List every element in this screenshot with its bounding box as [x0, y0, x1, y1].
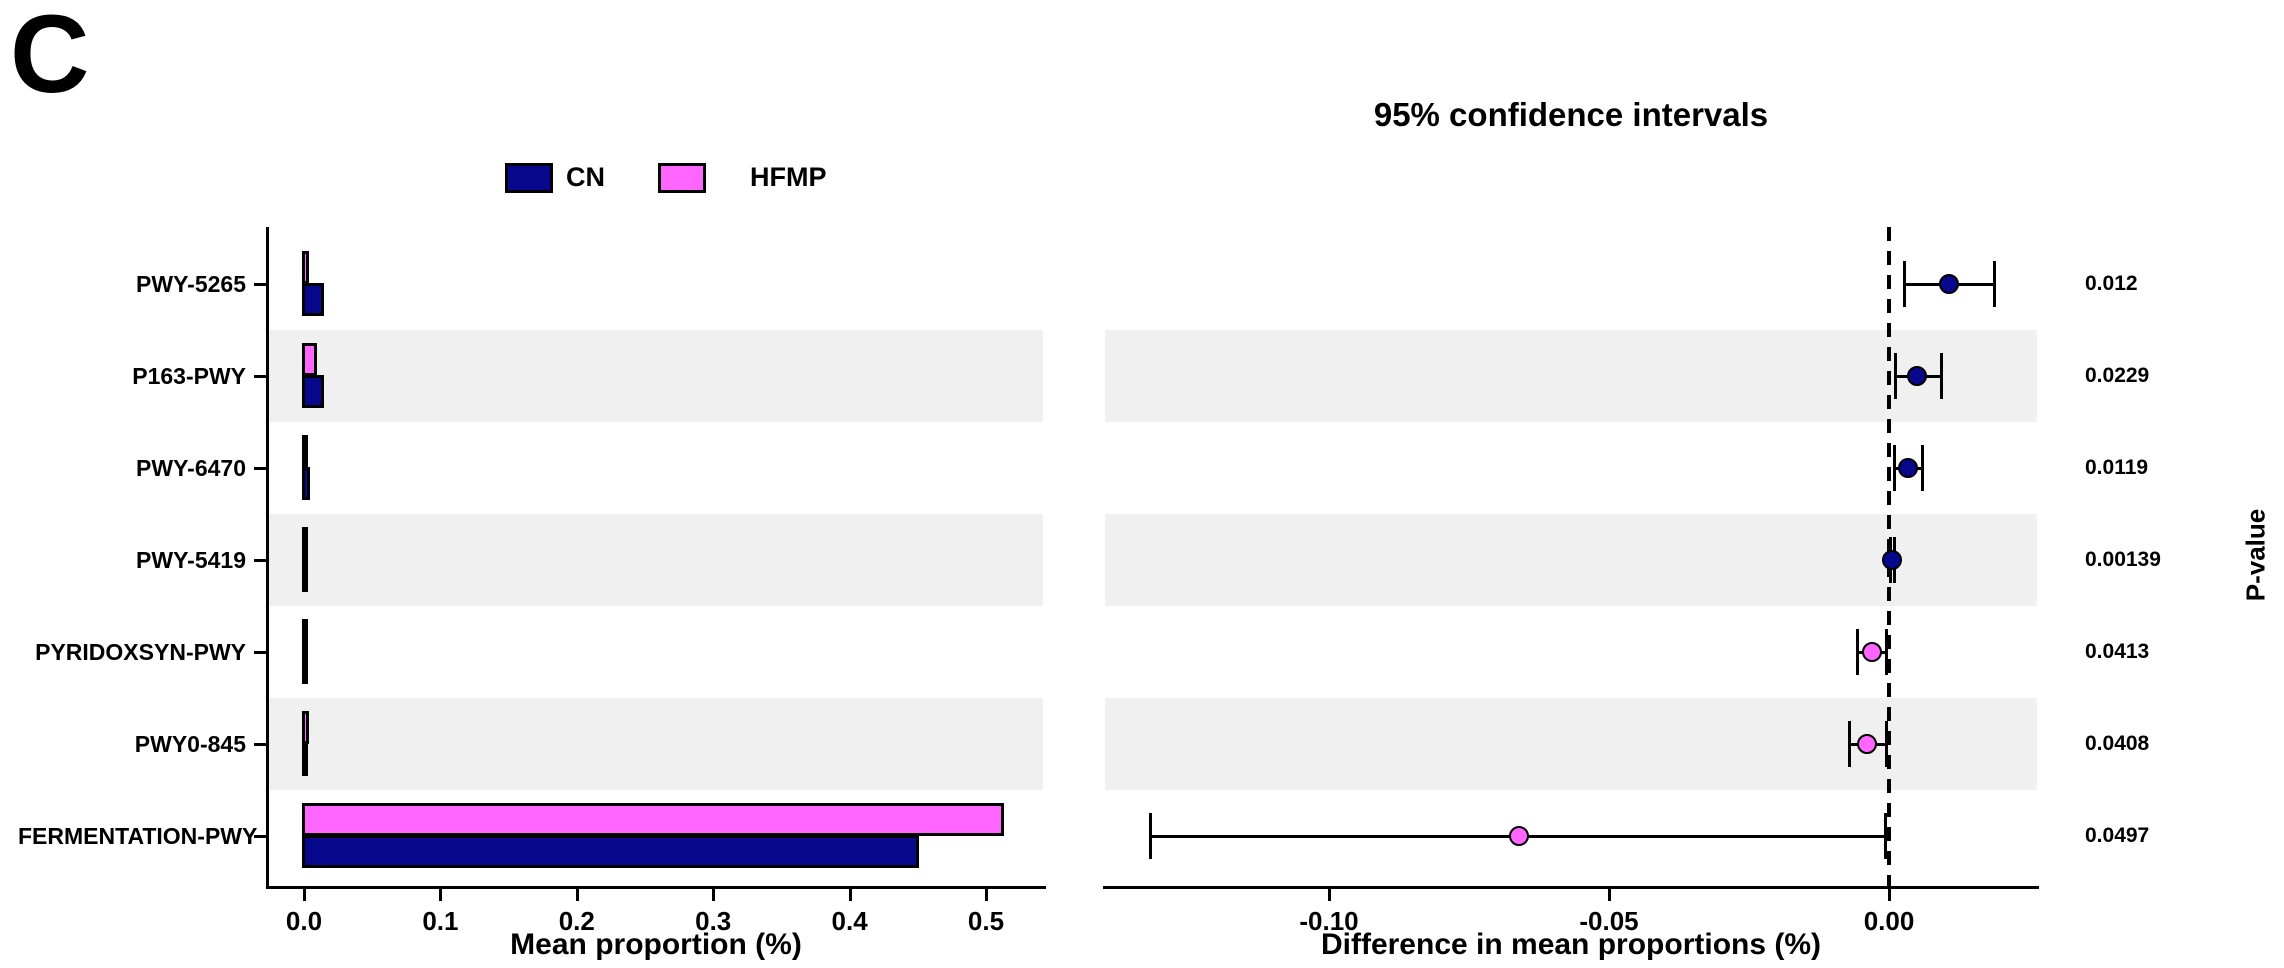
legend-label-cn: CN	[566, 162, 605, 192]
ci-cap-left	[1148, 813, 1152, 859]
p-value: 0.0229	[2085, 364, 2150, 387]
x-tick	[712, 886, 716, 901]
bar-cn	[302, 283, 324, 316]
row-band-right	[1105, 330, 2037, 422]
x-tick	[303, 886, 306, 901]
y-tick	[254, 559, 269, 562]
y-tick	[254, 375, 269, 378]
bar-cn	[302, 743, 308, 776]
bar-cn	[302, 559, 308, 592]
bar-hfmp	[302, 527, 308, 560]
ci-cap-right	[1885, 629, 1889, 675]
x-tick	[985, 886, 988, 901]
bar-hfmp	[302, 343, 317, 376]
category-label: PWY-6470	[136, 455, 246, 481]
x-tick-label: 0.1	[422, 906, 459, 936]
right-panel-title: 95% confidence intervals	[1373, 96, 1769, 133]
p-value-axis-title: P-value	[2240, 508, 2271, 602]
x-tick	[439, 886, 443, 901]
panel-label: C	[10, 0, 90, 116]
y-tick	[254, 467, 269, 470]
bar-hfmp	[302, 435, 308, 468]
category-label: PWY-5265	[136, 271, 246, 297]
legend-swatch-cn	[505, 163, 553, 193]
ci-cap-left	[1893, 445, 1897, 491]
ci-dot-hfmp	[1509, 826, 1530, 846]
ci-cap-left	[1848, 721, 1852, 767]
p-value: 0.0497	[2085, 824, 2150, 847]
x-tick-label: 0.5	[967, 906, 1005, 936]
category-label: P163-PWY	[132, 363, 246, 389]
p-value: 0.00139	[2085, 548, 2161, 571]
x-tick-label: -0.05	[1579, 906, 1639, 936]
ci-cap-right	[1940, 353, 1944, 399]
row-band-left	[269, 514, 1043, 606]
ci-dot-cn	[1898, 458, 1919, 478]
category-label: PWY0-845	[134, 731, 246, 757]
x-tick-label: 0.4	[831, 906, 868, 936]
ci-cap-right	[1884, 813, 1888, 859]
category-label: PWY-5419	[136, 547, 246, 573]
bar-cn	[302, 835, 919, 868]
right-x-axis-line	[1103, 886, 2039, 889]
x-tick-label: -0.10	[1299, 906, 1359, 936]
ci-dot-cn	[1881, 550, 1902, 570]
p-value: 0.0408	[2085, 732, 2150, 755]
bar-hfmp	[302, 803, 1005, 836]
x-tick-label: 0.3	[695, 906, 732, 936]
x-tick-label: 0.0	[285, 906, 323, 936]
bar-hfmp	[302, 251, 309, 284]
ci-cap-left	[1894, 353, 1898, 399]
x-tick	[1608, 886, 1611, 901]
ci-cap-left	[1856, 629, 1860, 675]
ci-cap-right	[1884, 721, 1888, 767]
ci-dot-cn	[1907, 366, 1927, 386]
x-tick-label: 0.2	[558, 906, 595, 936]
legend-swatch-hfmp	[658, 163, 706, 193]
y-tick	[254, 651, 269, 654]
left-x-axis-title: Mean proportion (%)	[510, 928, 802, 961]
y-tick	[254, 743, 269, 746]
ci-cap-right	[1992, 261, 1996, 307]
y-tick	[254, 283, 269, 286]
row-band-right	[1105, 514, 2037, 606]
bar-cn	[302, 375, 324, 408]
x-tick-label: 0.00	[1863, 906, 1915, 936]
ci-cap-right	[1921, 445, 1925, 491]
bar-cn	[302, 651, 308, 684]
row-band-left	[269, 330, 1043, 422]
bar-cn	[302, 467, 311, 500]
bar-hfmp	[302, 619, 308, 652]
x-tick	[848, 886, 852, 901]
left-y-axis-line	[266, 227, 269, 889]
ci-dot-cn	[1938, 274, 1959, 294]
bar-hfmp	[302, 711, 309, 744]
ci-dot-hfmp	[1862, 642, 1883, 662]
ci-cap-left	[1903, 261, 1907, 307]
category-label: FERMENTATION-PWY	[18, 823, 258, 849]
left-x-axis-line	[266, 886, 1046, 889]
p-value: 0.0413	[2085, 640, 2150, 663]
y-tick	[254, 835, 269, 838]
row-band-left	[269, 698, 1043, 790]
ci-dot-hfmp	[1857, 734, 1878, 754]
legend-label-hfmp: HFMP	[750, 162, 827, 192]
x-tick	[1888, 886, 1891, 901]
x-tick	[575, 886, 579, 901]
x-tick	[1328, 886, 1331, 901]
p-value: 0.0119	[2085, 456, 2149, 479]
category-label: PYRIDOXSYN-PWY	[35, 639, 246, 665]
right-x-axis-title: Difference in mean proportions (%)	[1320, 928, 1822, 961]
row-band-right	[1105, 698, 2037, 790]
p-value: 0.012	[2085, 272, 2138, 295]
